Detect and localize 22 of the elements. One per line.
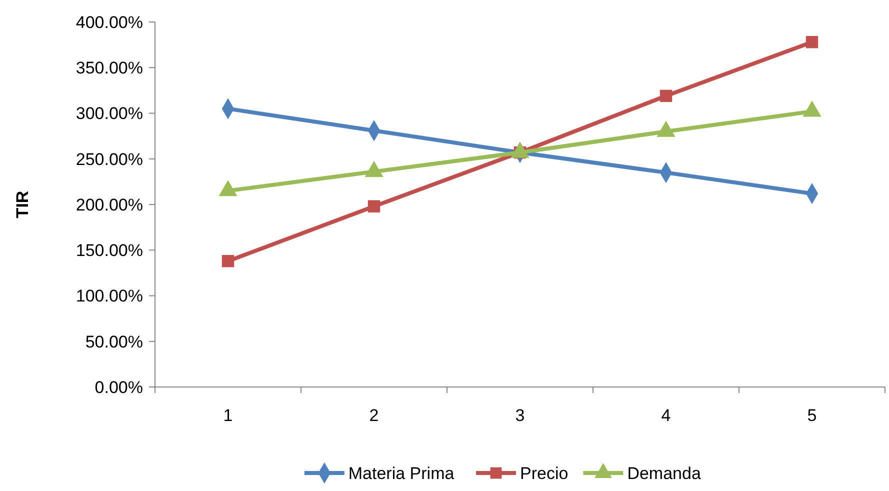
y-tick-label: 200.00% [76,195,143,214]
y-tick-label: 300.00% [76,104,143,124]
x-tick-label: 5 [807,406,817,425]
y-tick-label: 0.00% [94,378,143,397]
y-tick-label: 50.00% [85,332,143,352]
x-tick-label: 3 [515,406,525,425]
y-tick-label: 400.00% [76,12,143,32]
y-tick-label: 350.00% [76,58,143,78]
x-tick-label: 1 [223,406,233,425]
x-tick-label: 2 [369,406,379,425]
y-tick-label: 100.00% [76,286,143,306]
x-tick-label: 4 [661,406,671,425]
point [660,90,672,102]
point [222,254,234,268]
point [806,36,818,48]
y-axis-title: TIR [13,190,32,218]
y-tick-label: 150.00% [76,241,143,260]
legend-label: Demanda [627,464,702,483]
point [368,200,380,212]
legend-label: Materia Prima [348,464,455,483]
legend-label: Precio [520,464,568,483]
y-tick-label: 250.00% [76,150,143,169]
